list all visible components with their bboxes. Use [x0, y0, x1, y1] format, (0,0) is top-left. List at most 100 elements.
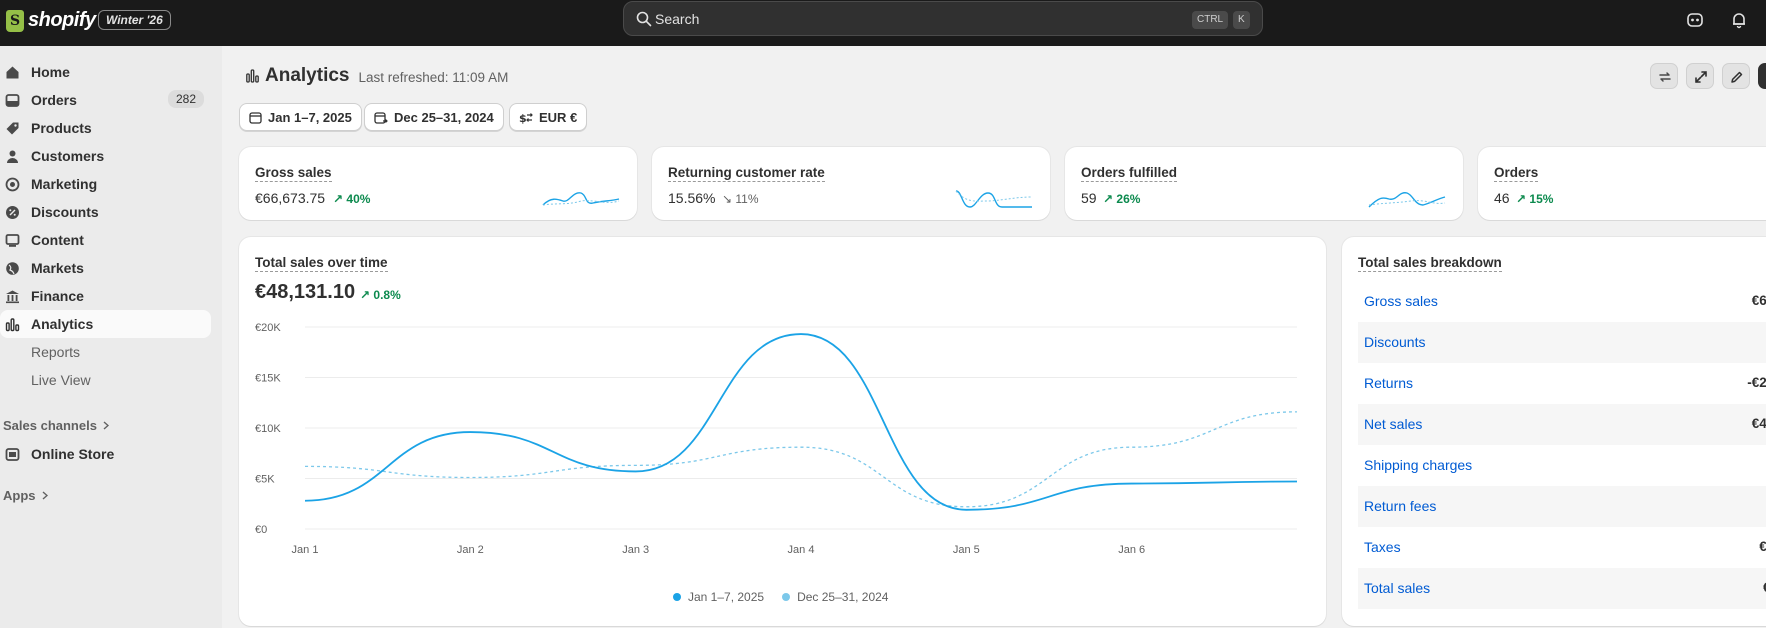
bell-icon[interactable]	[1730, 11, 1748, 29]
metric-card-gross-sales[interactable]: Gross sales €66,673.75 ↗ 40%	[239, 147, 637, 220]
primary-action-button[interactable]	[1758, 63, 1766, 89]
sidebar-item-label: Online Store	[31, 446, 115, 462]
metric-change-value: 26%	[1116, 192, 1141, 206]
pencil-icon	[1731, 71, 1743, 83]
metric-change-value: 11%	[735, 192, 759, 206]
page-title: Analytics	[265, 65, 350, 86]
sidebar-item-label: Content	[31, 232, 84, 248]
breakdown-row-label[interactable]: Return fees	[1364, 498, 1437, 514]
sidebar-item-discounts[interactable]: Discounts	[0, 198, 211, 226]
x-tick-label: Jan 6	[1118, 544, 1145, 556]
currency-exchange-icon: $	[519, 112, 533, 124]
refresh-button[interactable]	[1650, 63, 1678, 89]
metric-title: Orders	[1494, 165, 1539, 182]
top-bar: shopify Winter '26 Search CTRL K	[0, 0, 1766, 46]
chevron-right-icon	[103, 421, 109, 430]
breakdown-row: Total sales €4	[1358, 568, 1766, 609]
sparkline	[542, 192, 620, 206]
breakdown-row: Returns -€25,	[1358, 363, 1766, 404]
breakdown-row-value: €66,	[1751, 293, 1766, 308]
apps-header[interactable]: Apps	[3, 488, 48, 503]
sidebar-item-online-store[interactable]: Online Store	[0, 440, 211, 468]
search-bar[interactable]: Search CTRL K	[623, 1, 1263, 36]
content-icon	[5, 234, 20, 247]
sidebar-item-content[interactable]: Content	[0, 226, 211, 254]
breakdown-row-label[interactable]: Discounts	[1364, 334, 1426, 350]
sidekick-icon[interactable]	[1686, 11, 1704, 29]
legend-label-comparison[interactable]: Dec 25–31, 2024	[797, 590, 889, 604]
metric-change-value: 15%	[1529, 192, 1554, 206]
legend-dot-current	[673, 593, 681, 601]
sparkline	[1368, 192, 1446, 208]
shopify-bag-icon	[6, 9, 24, 32]
bar-chart-icon	[246, 69, 259, 83]
breakdown-row-value: €4	[1763, 580, 1766, 595]
sidebar-item-products[interactable]: Products	[0, 114, 211, 142]
breakdown-row: Discounts-€	[1358, 322, 1766, 363]
orders-count-badge: 282	[168, 90, 205, 108]
metric-card-orders-fulfilled[interactable]: Orders fulfilled 59 ↗ 26%	[1065, 147, 1463, 220]
sales-channels-header[interactable]: Sales channels	[3, 418, 109, 433]
metric-card-returning-customer-rate[interactable]: Returning customer rate 15.56% ↘ 11%	[652, 147, 1050, 220]
metric-change-down: ↘ 11%	[722, 192, 759, 206]
sidebar-item-marketing[interactable]: Marketing	[0, 170, 211, 198]
fullscreen-button[interactable]	[1686, 63, 1714, 89]
total-sales-chart-card: Total sales over time €48,131.10 ↗ 0.8% …	[239, 237, 1326, 626]
edit-button[interactable]	[1722, 63, 1750, 89]
breakdown-row: Gross sales €66,	[1358, 281, 1766, 322]
sidebar-subitem-live-view[interactable]: Live View	[31, 372, 91, 388]
home-icon	[6, 66, 19, 79]
sidebar-item-orders[interactable]: Orders 282	[0, 86, 211, 114]
svg-text:$: $	[519, 112, 527, 124]
metric-change-up: ↗ 40%	[333, 192, 371, 206]
sidebar-item-label: Analytics	[31, 316, 94, 332]
metric-value: 46	[1494, 190, 1510, 206]
sidebar-item-home[interactable]: Home	[0, 58, 211, 86]
sparkline	[955, 190, 1033, 208]
sales-line-chart[interactable]: €0 €5K €10K €15K €20K Jan 1 Jan 2 Jan 3 Jan 4 Jan…	[239, 317, 1326, 577]
x-tick-label: Jan 1	[292, 544, 319, 556]
y-tick-label: €15K	[255, 373, 281, 385]
series-line-current[interactable]	[304, 333, 1298, 511]
apps-label: Apps	[3, 488, 36, 503]
metric-card-orders[interactable]: Orders 46 ↗ 15%	[1478, 147, 1766, 220]
chart-change-value: 0.8%	[373, 288, 401, 302]
metric-change-up: ↗ 26%	[1103, 192, 1141, 206]
sidebar-item-customers[interactable]: Customers	[0, 142, 211, 170]
breakdown-row-value: €7,	[1759, 539, 1766, 554]
edition-badge[interactable]: Winter '26	[98, 10, 171, 30]
sidebar-item-label: Orders	[31, 92, 77, 108]
series-line-comparison[interactable]	[304, 411, 1298, 508]
metric-title: Orders fulfilled	[1081, 165, 1178, 182]
breakdown-row-label[interactable]: Shipping charges	[1364, 457, 1473, 473]
breakdown-title[interactable]: Total sales breakdown	[1358, 255, 1502, 272]
legend-dot-comparison	[782, 593, 791, 601]
breakdown-row-label[interactable]: Taxes	[1364, 539, 1401, 555]
sidebar-item-label: Products	[31, 120, 92, 136]
chevron-right-icon	[42, 491, 48, 500]
person-icon	[7, 150, 18, 163]
breakdown-row-label[interactable]: Net sales	[1364, 416, 1423, 432]
breakdown-row-label[interactable]: Returns	[1364, 375, 1414, 391]
legend-label-current[interactable]: Jan 1–7, 2025	[688, 590, 765, 604]
compare-range-filter[interactable]: Dec 25–31, 2024	[364, 103, 504, 131]
breakdown-row: Return fees	[1358, 486, 1766, 527]
y-tick-label: €10K	[255, 423, 281, 435]
store-icon	[5, 448, 20, 461]
search-input[interactable]: Search	[655, 11, 700, 27]
chart-title[interactable]: Total sales over time	[255, 255, 388, 272]
sidebar-item-finance[interactable]: Finance	[0, 282, 211, 310]
sidebar-subitem-reports[interactable]: Reports	[31, 344, 81, 360]
breakdown-row-label[interactable]: Gross sales	[1364, 293, 1438, 309]
currency-filter[interactable]: $ EUR €	[509, 103, 588, 131]
sidebar-item-markets[interactable]: Markets	[0, 254, 211, 282]
sidebar-item-analytics[interactable]: Analytics	[0, 310, 211, 338]
chart-total-value: €48,131.10	[255, 281, 356, 303]
chart-legend: Jan 1–7, 2025 Dec 25–31, 2024	[673, 590, 888, 604]
date-range-filter[interactable]: Jan 1–7, 2025	[239, 103, 362, 131]
discount-icon	[6, 206, 19, 219]
breakdown-row-label[interactable]: Total sales	[1364, 580, 1431, 596]
metric-value: 15.56%	[668, 190, 716, 206]
x-tick-label: Jan 4	[788, 544, 815, 556]
shopify-logo[interactable]: shopify	[6, 9, 96, 32]
